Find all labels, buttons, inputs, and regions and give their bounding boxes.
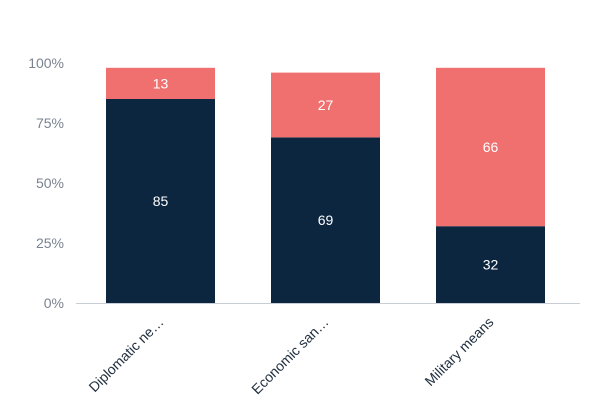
data-label: 85 <box>153 193 169 209</box>
y-tick-label: 75% <box>36 115 64 131</box>
bar-segment <box>271 72 380 138</box>
data-label: 27 <box>318 97 334 113</box>
x-category-label: Economic san… <box>248 314 331 397</box>
bar-segment <box>271 137 380 303</box>
y-tick-label: 0% <box>44 295 64 311</box>
bar-segment <box>106 67 215 99</box>
x-category-label: Diplomatic ne… <box>85 314 166 395</box>
data-label: 32 <box>483 257 499 273</box>
x-category-label: Military means <box>421 314 496 389</box>
y-tick-label: 100% <box>28 55 64 71</box>
data-label: 13 <box>153 75 169 91</box>
y-tick-label: 50% <box>36 175 64 191</box>
bar-segment <box>436 67 545 227</box>
bar-segment <box>436 226 545 303</box>
y-tick-label: 25% <box>36 235 64 251</box>
data-label: 69 <box>318 212 334 228</box>
data-label: 66 <box>483 139 499 155</box>
bar-segment <box>106 99 215 303</box>
